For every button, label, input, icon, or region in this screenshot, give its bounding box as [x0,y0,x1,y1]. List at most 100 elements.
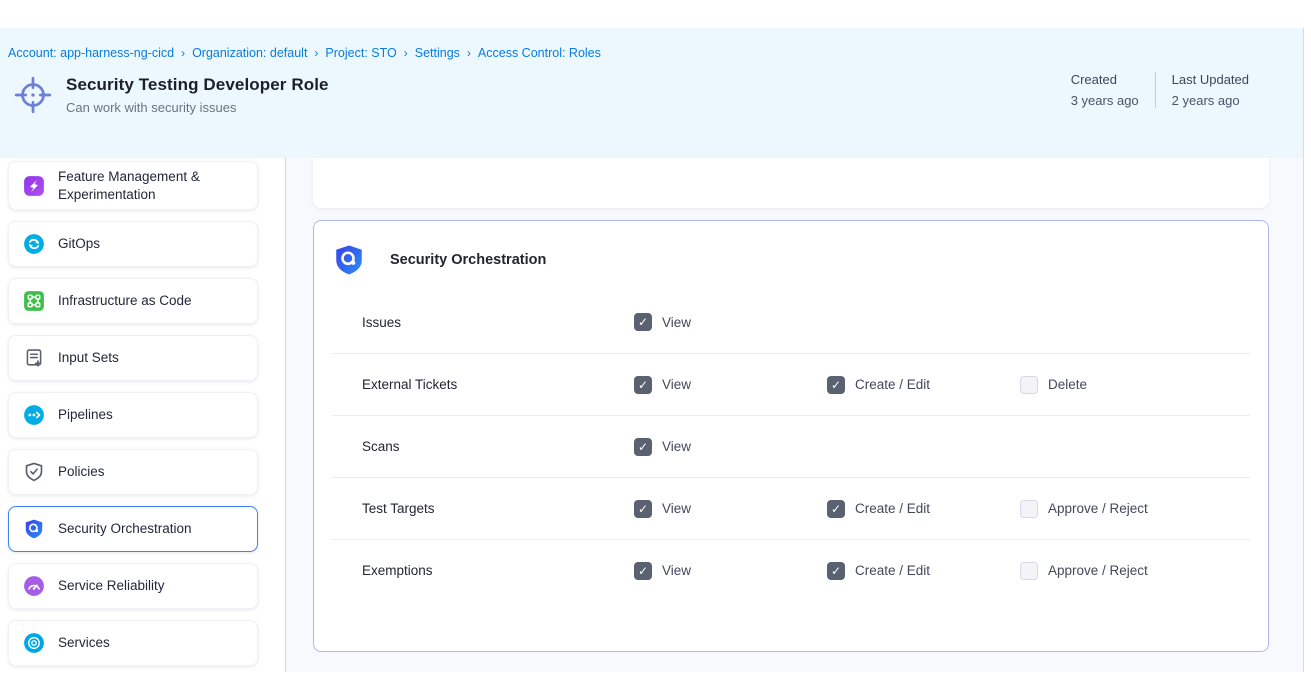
sidebar-item[interactable]: Policies [8,449,258,496]
permission-cells: View [634,313,827,331]
permission-row: External Tickets View Create / Edit [332,353,1250,415]
sidebar-item-label: Feature Management & Experimentation [58,169,200,202]
meta-value: 3 years ago [1070,93,1139,108]
meta-item: Created 3 years ago [1055,72,1155,108]
breadcrumb-link[interactable]: Access Control: Roles [477,46,601,60]
sidebar-item[interactable]: Input Sets [8,335,258,382]
permission-option[interactable]: View [634,313,827,331]
page-title: Security Testing Developer Role [66,75,329,94]
permission-row: Issues View [332,291,1250,353]
breadcrumb-segment: Organization: default › [192,46,325,60]
meta-panel: Created 3 years ago Last Updated 2 years… [1055,72,1265,108]
sidebar-item[interactable]: Services [8,620,258,667]
permission-option[interactable]: Create / Edit [827,375,1020,394]
permission-option[interactable]: View [634,375,827,394]
panel-title: Security Orchestration [390,252,547,268]
permission-label: View [662,501,692,516]
checkbox-icon[interactable] [634,437,652,456]
sidebar-item[interactable]: Infrastructure as Code [8,278,258,325]
content-frame: Account: app-harness-ng-cicd › Organizat… [0,28,1304,672]
sidebar-item-label: Security Orchestration [58,521,192,537]
checkbox-icon[interactable] [634,561,652,580]
security-orchestration-icon [23,518,45,540]
sidebar-item-label: Services [58,635,110,651]
permission-label: Delete [1048,377,1088,392]
breadcrumb-segment: Project: STO › [325,46,414,60]
sidebar-item-label: Policies [58,464,105,480]
body-row: Feature Management & Experimentation Git… [0,158,1303,672]
resource-type-label: Exemptions [362,563,433,578]
permission-label: View [662,314,692,330]
feature-flags-icon [23,175,45,197]
permission-row: Test Targets View Create / Edit [332,477,1250,539]
permission-cells: View [634,437,827,456]
permission-option[interactable]: Create / Edit [827,561,1020,580]
checkbox-icon[interactable] [634,375,652,394]
security-orchestration-panel: Security Orchestration Issues View [313,220,1269,652]
chevron-right-icon: › [466,46,471,60]
sidebar-item[interactable]: Security Orchestration [8,506,258,553]
sidebar-item[interactable]: Feature Management & Experimentation [8,161,258,211]
permission-label: Approve / Reject [1048,501,1148,516]
sidebar-item-label: GitOps [58,236,101,252]
permission-option[interactable]: Create / Edit [827,499,1020,518]
service-reliability-icon [23,575,45,597]
pipelines-icon [23,404,45,426]
checkbox-icon[interactable] [634,313,652,331]
permission-label: View [662,563,692,578]
chevron-right-icon: › [314,46,319,60]
services-icon [23,632,45,654]
permission-label: Approve / Reject [1048,563,1148,578]
meta-label: Created [1070,72,1117,87]
permission-rows: Issues View External Tickets [332,291,1250,601]
sidebar-item[interactable]: Service Reliability [8,563,258,610]
policies-icon [23,461,45,483]
resource-type-label: External Tickets [362,377,458,392]
checkbox-icon[interactable] [1020,499,1038,518]
checkbox-icon[interactable] [827,499,845,518]
previous-resource-card-partial [313,158,1269,208]
checkbox-icon[interactable] [634,499,652,518]
permission-option[interactable]: Approve / Reject [1020,561,1213,580]
permission-option[interactable]: View [634,437,827,456]
security-orchestration-icon [332,243,366,277]
permission-option[interactable]: View [634,561,827,580]
resource-card-list: Feature Management & Experimentation Git… [8,161,285,667]
panel-header: Security Orchestration [332,221,1250,277]
permission-cells: View Create / Edit Approve / Reject [634,499,1213,518]
meta-value: 2 years ago [1171,93,1240,108]
resource-sidebar: Feature Management & Experimentation Git… [0,158,286,672]
sidebar-item[interactable]: GitOps [8,221,258,268]
page-subtitle: Can work with security issues [66,100,237,115]
checkbox-icon[interactable] [827,375,845,394]
checkbox-icon[interactable] [1020,561,1038,580]
permission-cells: View Create / Edit Approve / Reject [634,561,1213,580]
input-sets-icon [23,347,45,369]
permission-option[interactable]: View [634,499,827,518]
resource-type-label: Scans [362,439,400,454]
breadcrumb-segment: Settings › [415,46,478,60]
breadcrumb-link[interactable]: Organization: default [192,46,308,60]
breadcrumb-link[interactable]: Account: app-harness-ng-cicd [8,46,175,60]
iac-icon [23,290,45,312]
breadcrumb: Account: app-harness-ng-cicd › Organizat… [8,46,1303,60]
permission-option[interactable]: Approve / Reject [1020,499,1213,518]
breadcrumb-link[interactable]: Project: STO [325,46,397,60]
breadcrumb-segment: Account: app-harness-ng-cicd › [8,46,192,60]
page-header: Account: app-harness-ng-cicd › Organizat… [0,28,1303,158]
checkbox-icon[interactable] [827,561,845,580]
sidebar-item[interactable]: Pipelines [8,392,258,439]
checkbox-icon[interactable] [1020,375,1038,394]
resource-type-label: Test Targets [362,501,435,516]
title-texts: Security Testing Developer Role Can work… [66,75,329,115]
permission-label: Create / Edit [855,501,931,516]
title-row: Security Testing Developer Role Can work… [8,74,1303,116]
meta-label: Last Updated [1171,72,1249,87]
permission-label: Create / Edit [855,563,931,578]
permission-row: Exemptions View Create / Edit [332,539,1250,601]
breadcrumb-link[interactable]: Settings [414,46,460,60]
chevron-right-icon: › [403,46,408,60]
permission-label: View [662,377,692,392]
permission-option[interactable]: Delete [1020,375,1213,394]
